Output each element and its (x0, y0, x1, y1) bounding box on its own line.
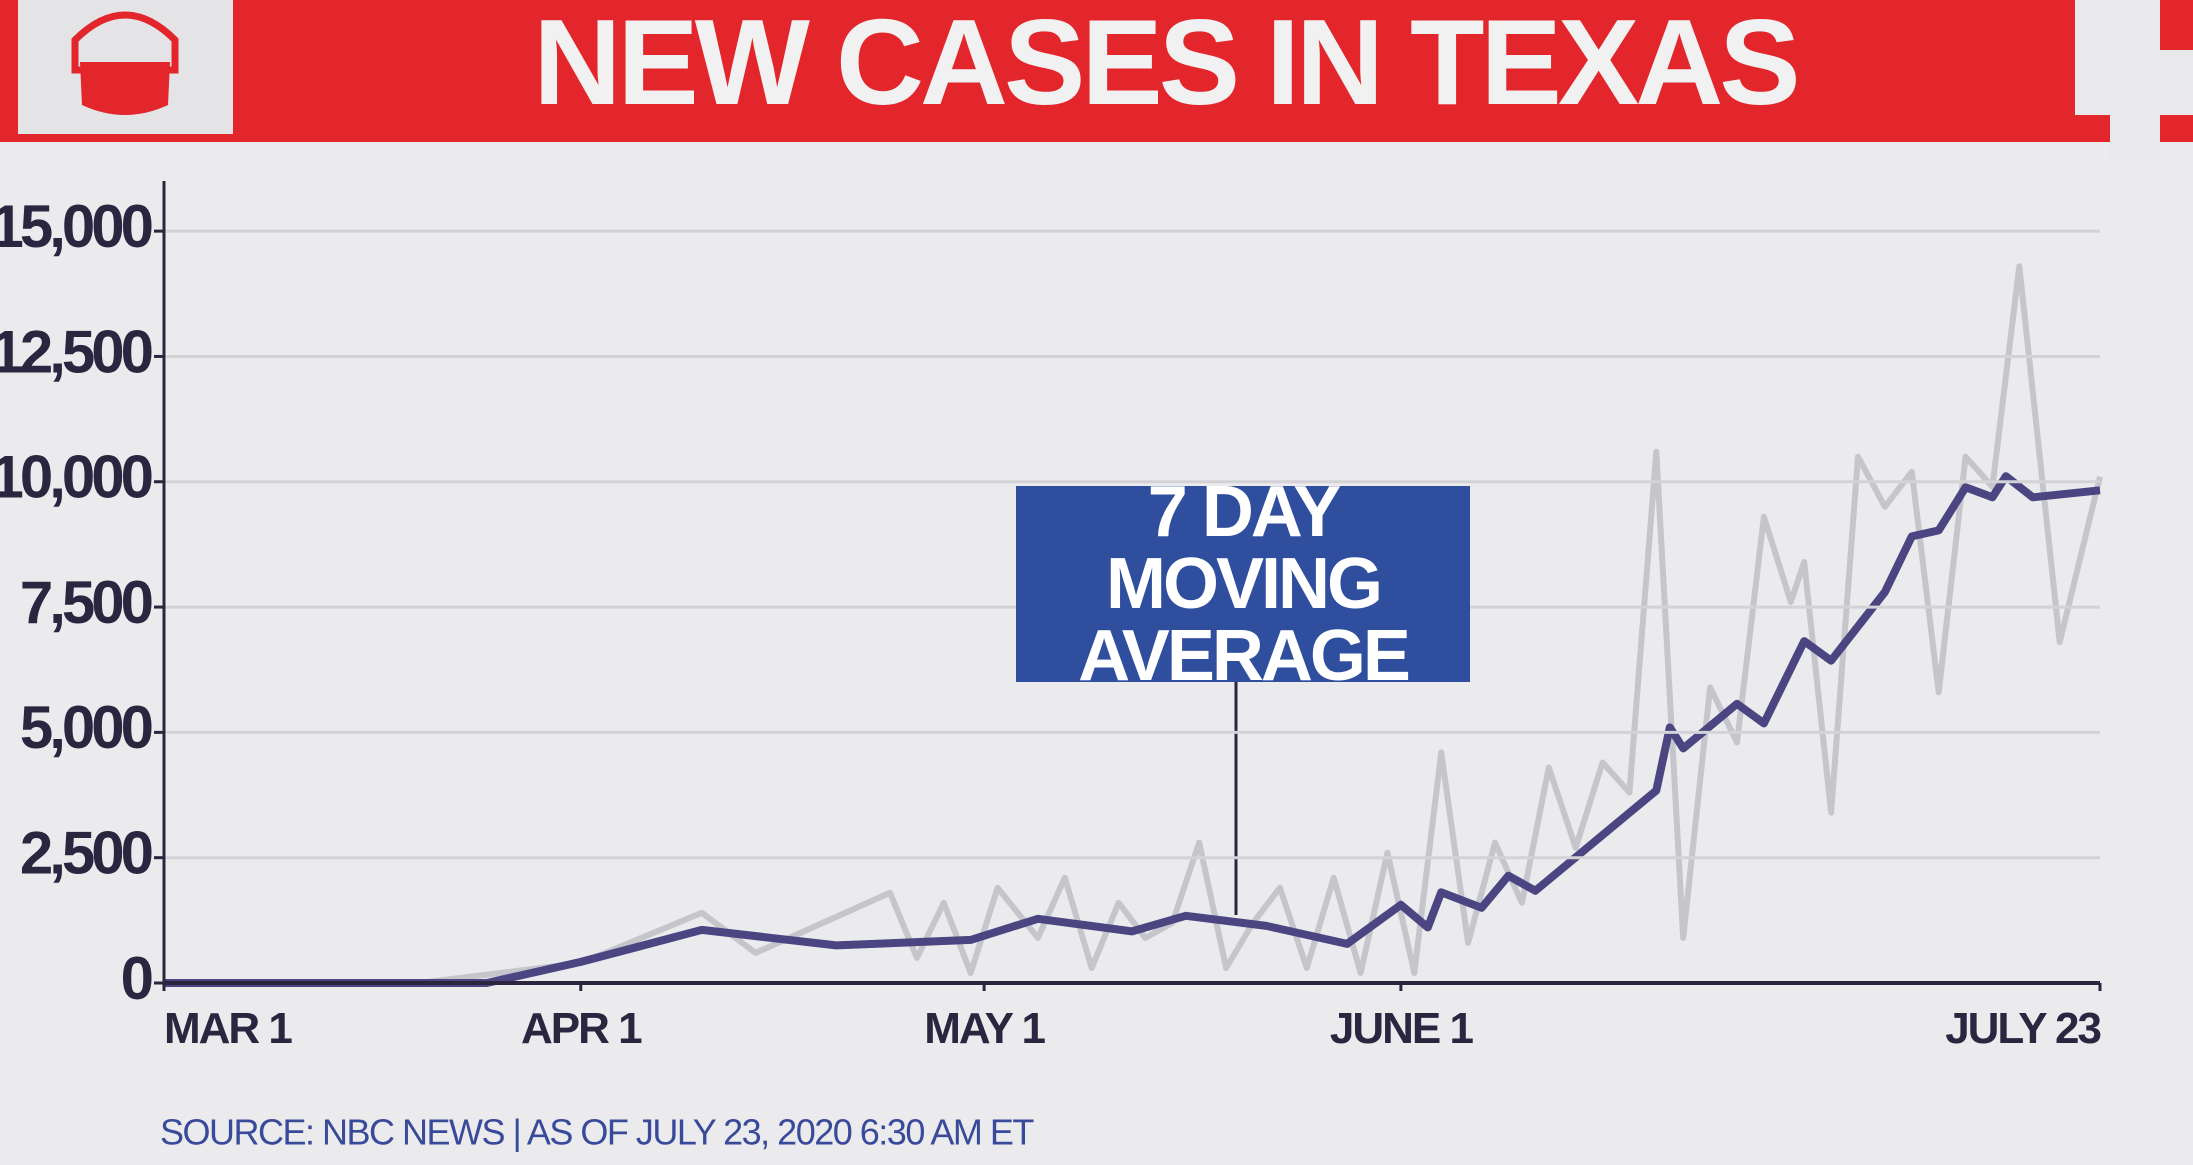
x-tick-label: MAR 1 (164, 1004, 292, 1053)
plus-icon (2075, 0, 2193, 160)
x-tick-label: MAY 1 (924, 1004, 1045, 1053)
y-tick-label: 2,500 (20, 820, 152, 887)
y-tick-label: 0 (121, 945, 152, 1012)
y-tick-label: 15,000 (0, 193, 152, 260)
x-tick-label: APR 1 (521, 1004, 642, 1053)
mask-icon (80, 62, 170, 115)
y-tick-label: 12,500 (0, 318, 152, 385)
x-tick-label: JULY 23 (1945, 1004, 2100, 1053)
series-line (164, 263, 2103, 986)
x-tick-label: JUNE 1 (1330, 1004, 1474, 1053)
mask-icon (71, 11, 179, 74)
chart-title: NEW CASES IN TEXAS (533, 0, 1796, 130)
source-note: SOURCE: NBC NEWS | AS OF JULY 23, 2020 6… (160, 1112, 1034, 1153)
y-tick-label: 7,500 (20, 569, 152, 636)
title-banner (0, 0, 2193, 142)
y-tick-label: 10,000 (0, 444, 152, 511)
annotation: 7 DAY MOVING AVERAGE (1016, 476, 1470, 692)
y-tick-label: 5,000 (20, 694, 152, 761)
series-line (164, 472, 2101, 987)
